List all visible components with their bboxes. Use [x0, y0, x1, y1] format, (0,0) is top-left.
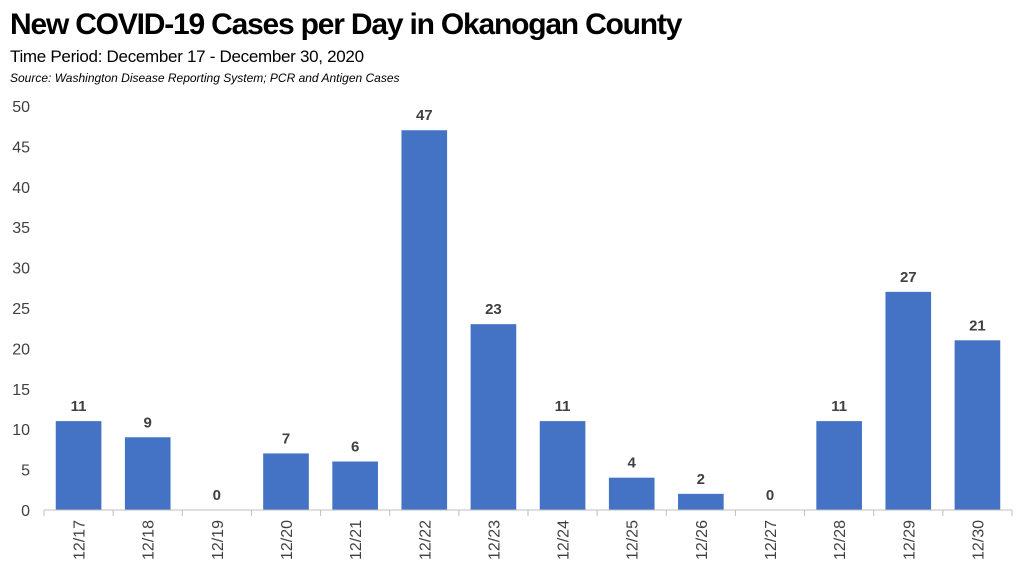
x-tick-label: 12/23 [486, 520, 503, 560]
bar [539, 421, 586, 510]
bar-value-label: 2 [697, 471, 705, 488]
bar [401, 130, 448, 511]
bar-value-label: 6 [351, 439, 359, 456]
bar [55, 421, 102, 510]
bar [608, 477, 655, 510]
x-tick-label: 12/20 [279, 520, 296, 560]
bar [816, 421, 862, 510]
y-tick-label: 20 [12, 341, 30, 358]
y-tick-label: 10 [12, 422, 30, 439]
y-tick-label: 5 [21, 463, 30, 480]
x-tick-label: 12/19 [210, 520, 227, 560]
bar-value-label: 0 [766, 487, 774, 504]
bar [470, 324, 517, 510]
x-tick-label: 12/25 [625, 520, 642, 560]
bar-value-label: 4 [628, 455, 637, 472]
bar-value-label: 0 [213, 487, 221, 504]
x-axis: 12/17 12/18 12/19 12/20 12/21 12/22 12/23 12/24… [43, 510, 1013, 560]
bar-value-label: 23 [485, 301, 502, 318]
bar [885, 291, 932, 510]
bar [263, 453, 309, 510]
bar-value-label: 9 [144, 414, 152, 431]
bar-value-label: 47 [416, 107, 433, 124]
x-tick-label: 12/30 [970, 520, 987, 560]
y-tick-label: 45 [12, 139, 30, 156]
bar-value-label: 7 [282, 430, 290, 447]
x-tick-label: 12/28 [832, 520, 849, 560]
x-tick-label: 12/24 [556, 520, 573, 560]
bar-value-label: 11 [555, 398, 571, 415]
x-tick-label: 12/17 [72, 520, 89, 560]
bar-value-label: 27 [900, 269, 917, 286]
x-tick-label: 12/22 [417, 520, 434, 560]
bar-value-label: 11 [831, 398, 847, 415]
bar [124, 437, 171, 510]
y-tick-label: 15 [12, 382, 30, 399]
y-tick-label: 25 [12, 301, 30, 318]
bar [678, 493, 724, 510]
y-tick-label: 35 [12, 220, 30, 237]
chart-subtitle: Time Period: December 17 - December 30, … [10, 47, 364, 66]
data-labels: 11 9 0 7 6 47 23 11 4 2 0 11 27 21 [71, 107, 986, 504]
bar-value-label: 21 [969, 317, 986, 334]
bar [954, 340, 1001, 510]
x-tick-label: 12/21 [348, 520, 365, 560]
y-tick-label: 50 [12, 99, 30, 116]
x-tick-label: 12/29 [901, 520, 918, 560]
chart-source-note: Source: Washington Disease Reporting Sys… [10, 71, 400, 85]
x-tick-label: 12/27 [763, 520, 780, 560]
x-tick-label: 12/18 [141, 520, 158, 560]
y-tick-label: 0 [21, 503, 30, 520]
y-axis: 0 5 10 15 20 25 30 35 40 45 50 [12, 99, 30, 520]
chart-title: New COVID-19 Cases per Day in Okanogan C… [10, 8, 682, 41]
y-tick-label: 40 [12, 180, 30, 197]
bar-value-label: 11 [71, 398, 87, 415]
y-tick-label: 30 [12, 261, 30, 278]
x-tick-label: 12/26 [694, 520, 711, 560]
bar-series [55, 130, 1001, 511]
bar [332, 461, 378, 510]
